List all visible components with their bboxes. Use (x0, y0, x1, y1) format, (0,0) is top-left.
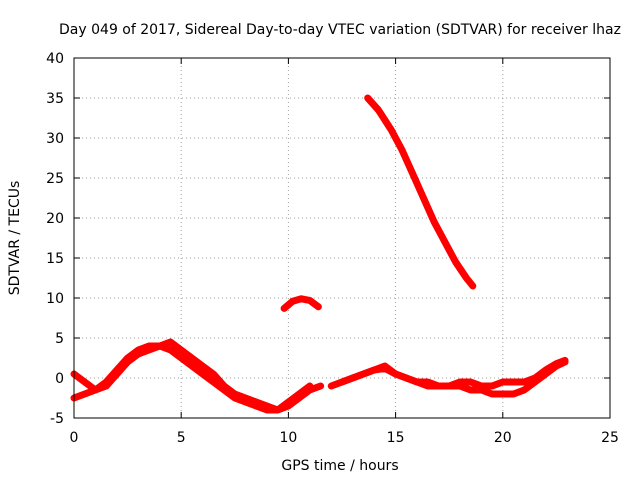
data-point (371, 367, 378, 373)
data-point (409, 171, 416, 177)
data-point (452, 259, 459, 265)
data-point (532, 375, 538, 381)
data-point (81, 391, 88, 397)
data-point (178, 347, 185, 353)
data-point (392, 371, 399, 377)
data-point (388, 127, 395, 133)
data-point (360, 371, 367, 377)
data-series (70, 94, 569, 414)
data-point (467, 379, 474, 385)
data-point (199, 363, 206, 369)
data-point (562, 357, 568, 364)
data-point (188, 355, 195, 361)
data-point (317, 383, 324, 389)
data-point (124, 355, 131, 361)
data-point (289, 298, 296, 305)
data-point (499, 379, 506, 385)
data-point (435, 383, 442, 389)
data-point (510, 379, 517, 385)
data-point (349, 375, 356, 381)
data-point (264, 407, 270, 413)
data-point (364, 95, 371, 101)
data-point (167, 347, 174, 353)
data-point (375, 107, 382, 113)
data-point (499, 391, 506, 397)
data-point (469, 283, 476, 289)
data-point (210, 371, 217, 377)
series-line-satellite-track-f (364, 94, 477, 290)
x-tick-label: 0 (70, 430, 79, 446)
data-point (456, 379, 463, 385)
data-point (306, 297, 313, 304)
data-point (467, 387, 474, 393)
data-point (199, 371, 206, 377)
x-tick-label: 15 (387, 430, 405, 446)
data-point (113, 367, 120, 373)
data-point (399, 147, 405, 153)
x-tick-label: 10 (279, 430, 297, 446)
data-point (156, 343, 163, 349)
x-axis-label: GPS time / hours (281, 458, 398, 474)
x-tick-label: 5 (177, 430, 186, 446)
data-point (306, 387, 313, 393)
y-tick-label: 25 (46, 171, 64, 187)
data-point (381, 365, 388, 372)
data-point (315, 303, 322, 310)
data-point (135, 347, 142, 353)
grid-lines (74, 58, 610, 418)
data-point (274, 407, 281, 413)
data-point (253, 403, 260, 409)
y-axis-label: SDTVAR / TECUs (7, 181, 23, 296)
data-point (510, 391, 517, 397)
chart-title: Day 049 of 2017, Sidereal Day-to-day VTE… (59, 22, 621, 38)
data-point (542, 367, 549, 373)
data-point (81, 379, 88, 385)
data-point (339, 379, 345, 385)
data-point (441, 239, 448, 245)
plot-frame (73, 57, 611, 419)
data-point (296, 395, 303, 401)
data-point (463, 275, 470, 281)
data-point (242, 399, 249, 405)
series-line-satellite-track-e (338, 356, 569, 390)
y-tick-label: 0 (55, 371, 64, 387)
data-point (521, 379, 528, 385)
data-point (298, 295, 305, 302)
data-point (231, 395, 238, 401)
y-tick-label: 5 (55, 331, 64, 347)
data-point (103, 379, 110, 385)
y-tick-label: 30 (46, 131, 64, 147)
data-point (221, 387, 228, 393)
y-tick-label: 10 (46, 291, 64, 307)
data-point (431, 219, 438, 225)
data-point (92, 387, 99, 393)
y-tick-label: 40 (46, 51, 64, 67)
data-point (146, 343, 152, 349)
data-point (424, 383, 431, 389)
series-line-satellite-track-b (70, 342, 325, 414)
data-point (446, 383, 453, 389)
data-point (489, 391, 496, 397)
y-tick-label: -5 (50, 411, 64, 427)
y-tick-label: 35 (46, 91, 64, 107)
data-point (210, 379, 217, 385)
y-tick-label: 15 (46, 251, 64, 267)
x-tick-label: 20 (494, 430, 512, 446)
data-point (188, 363, 195, 369)
data-point (167, 339, 174, 345)
y-tick-label: 20 (46, 211, 64, 227)
data-point (414, 379, 420, 385)
data-point (489, 383, 496, 389)
data-point (521, 387, 528, 393)
data-point (178, 355, 185, 361)
data-point (281, 305, 288, 312)
data-point (328, 383, 335, 389)
x-tick-label: 25 (601, 430, 619, 446)
data-point (478, 383, 485, 389)
data-point (403, 375, 410, 381)
data-point (553, 360, 560, 367)
data-point (285, 403, 292, 409)
data-point (420, 195, 427, 201)
